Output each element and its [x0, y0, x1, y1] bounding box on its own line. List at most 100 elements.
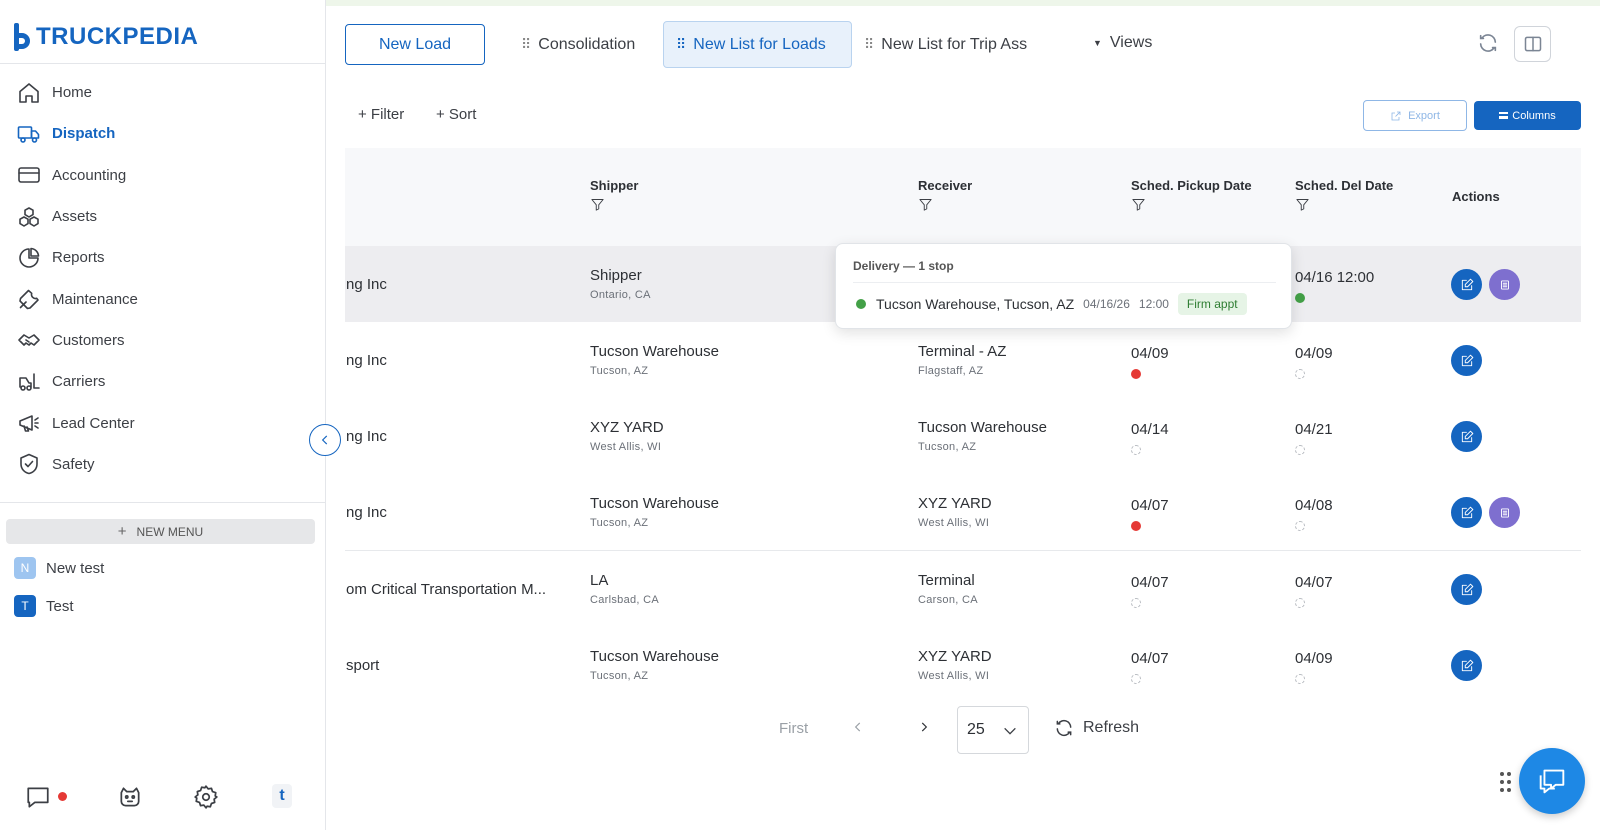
views-dropdown[interactable]: ▼ Views — [1093, 34, 1152, 52]
table-row[interactable]: ng Inc XYZ YARD West Allis, WI Tucson Wa… — [345, 398, 1581, 475]
receiver-name: Terminal - AZ — [918, 343, 1007, 360]
receiver-location: Flagstaff, AZ — [918, 365, 984, 377]
sidebar-item-assets[interactable]: Assets — [0, 196, 326, 237]
delivery-date: 04/21 — [1295, 421, 1333, 438]
document-button[interactable] — [1489, 497, 1520, 528]
drag-handle-icon[interactable]: ⠿ — [864, 36, 874, 52]
sidebar-item-dispatch[interactable]: Dispatch — [0, 113, 326, 154]
filter-funnel-icon[interactable] — [1295, 197, 1311, 213]
customer-cell: ng Inc — [346, 428, 387, 445]
divider — [0, 63, 326, 64]
menu-badge: N — [14, 557, 36, 579]
delivery-date-cell: 04/09 — [1295, 345, 1333, 379]
customer-cell: om Critical Transportation M... — [346, 581, 547, 598]
export-button[interactable]: Export — [1363, 100, 1467, 131]
table-row[interactable]: om Critical Transportation M... LA Carls… — [345, 551, 1581, 628]
pending-status-icon — [1131, 598, 1141, 608]
prev-page-icon[interactable] — [851, 720, 867, 740]
drag-handle-icon[interactable]: ⠿ — [676, 36, 686, 52]
receiver-location: West Allis, WI — [918, 670, 990, 682]
support-chat-button[interactable] — [1519, 748, 1585, 814]
filter-funnel-icon[interactable] — [590, 197, 606, 213]
pending-status-icon — [1295, 674, 1305, 684]
truckpedia-mini-logo-icon[interactable]: t — [272, 784, 292, 808]
add-sort-button[interactable]: + Sort — [436, 106, 477, 123]
edit-load-button[interactable] — [1451, 574, 1482, 605]
table-row[interactable]: ng Inc Tucson Warehouse Tucson, AZ Termi… — [345, 322, 1581, 399]
delivery-date-cell: 04/07 — [1295, 574, 1333, 608]
header-label: Receiver — [918, 178, 973, 193]
document-button[interactable] — [1489, 269, 1520, 300]
divider — [0, 502, 326, 503]
pending-status-icon — [1295, 598, 1305, 608]
shipper-name: Tucson Warehouse — [590, 343, 719, 360]
edit-load-button[interactable] — [1451, 497, 1482, 528]
edit-load-button[interactable] — [1451, 345, 1482, 376]
chat-bubbles-icon — [1539, 769, 1565, 794]
add-filter-button[interactable]: + Filter — [358, 106, 405, 123]
truckpedia-logo[interactable]: TRUCKPEDIA — [14, 22, 198, 52]
shield-check-icon — [16, 451, 42, 477]
sidebar-item-carriers[interactable]: Carriers — [0, 361, 326, 402]
customer-cell: ng Inc — [346, 352, 387, 369]
status-dot — [1131, 521, 1141, 531]
edit-icon — [1461, 278, 1473, 290]
new-menu-button[interactable]: + NEW MENU — [6, 519, 315, 544]
header-pickup-date[interactable]: Sched. Pickup Date — [1131, 178, 1252, 213]
settings-gear-icon[interactable] — [191, 782, 221, 812]
tab-new-list-for-loads[interactable]: ⠿ New List for Loads — [663, 21, 852, 68]
tab-consolidation[interactable]: ⠿ Consolidation — [509, 21, 647, 68]
table-row[interactable]: sport Tucson Warehouse Tucson, AZ XYZ YA… — [345, 627, 1581, 686]
edit-load-button[interactable] — [1451, 650, 1482, 681]
custom-menu-new-test[interactable]: N New test — [14, 556, 104, 580]
firm-appt-badge: Firm appt — [1177, 293, 1247, 315]
sidebar-item-label: Safety — [52, 455, 95, 473]
shipper-cell: Tucson Warehouse Tucson, AZ — [590, 648, 719, 682]
first-page-button[interactable]: First — [779, 720, 809, 737]
filter-funnel-icon[interactable] — [918, 197, 934, 213]
chat-icon[interactable] — [23, 782, 53, 812]
header-receiver[interactable]: Receiver — [918, 178, 972, 213]
next-page-icon[interactable] — [917, 720, 933, 740]
tab-new-list-for-trip[interactable]: ⠿ New List for Trip Ass — [852, 21, 1039, 68]
receiver-cell: XYZ YARD West Allis, WI — [918, 648, 992, 682]
sidebar-item-home[interactable]: Home — [0, 72, 326, 113]
new-load-button[interactable]: New Load — [345, 24, 485, 65]
split-view-button[interactable] — [1514, 26, 1551, 62]
page-size-select[interactable]: 25 — [957, 706, 1029, 754]
sidebar-item-reports[interactable]: Reports — [0, 237, 326, 278]
shipper-location: Tucson, AZ — [590, 670, 649, 682]
pending-status-icon — [1295, 445, 1305, 455]
sidebar-item-lead-center[interactable]: Lead Center — [0, 402, 326, 443]
sidebar-item-maintenance[interactable]: Maintenance — [0, 278, 326, 319]
pending-status-icon — [1131, 674, 1141, 684]
sidebar-item-label: Dispatch — [52, 125, 116, 143]
columns-icon — [1499, 112, 1509, 119]
delivery-date-cell: 04/21 — [1295, 421, 1333, 455]
customer-cell: ng Inc — [346, 504, 387, 521]
boxes-icon — [16, 204, 42, 230]
sidebar-item-safety[interactable]: Safety — [0, 444, 326, 485]
sidebar-item-label: Reports — [52, 249, 105, 267]
delivery-date-cell: 04/09 — [1295, 650, 1333, 684]
custom-menu-test[interactable]: T Test — [14, 594, 74, 618]
sidebar-item-accounting[interactable]: Accounting — [0, 155, 326, 196]
header-delivery-date[interactable]: Sched. Del Date — [1295, 178, 1393, 213]
edit-load-button[interactable] — [1451, 421, 1482, 452]
split-panel-icon — [1524, 36, 1541, 52]
refresh-icon[interactable] — [1477, 32, 1501, 56]
filter-funnel-icon[interactable] — [1131, 197, 1147, 213]
shipper-cell: XYZ YARD West Allis, WI — [590, 419, 664, 453]
drag-grip-icon[interactable] — [1500, 772, 1514, 796]
table-row[interactable]: ng Inc Tucson Warehouse Tucson, AZ XYZ Y… — [345, 474, 1581, 551]
assistant-bot-icon[interactable] — [115, 782, 145, 812]
sidebar-item-customers[interactable]: Customers — [0, 320, 326, 361]
columns-button[interactable]: Columns — [1474, 101, 1581, 130]
receiver-name: Tucson Warehouse — [918, 419, 1047, 436]
drag-handle-icon[interactable]: ⠿ — [521, 36, 531, 52]
refresh-button[interactable]: Refresh — [1054, 718, 1139, 738]
header-shipper[interactable]: Shipper — [590, 178, 638, 213]
edit-load-button[interactable] — [1451, 269, 1482, 300]
collapse-sidebar-button[interactable] — [309, 424, 341, 456]
edit-icon — [1461, 583, 1473, 595]
